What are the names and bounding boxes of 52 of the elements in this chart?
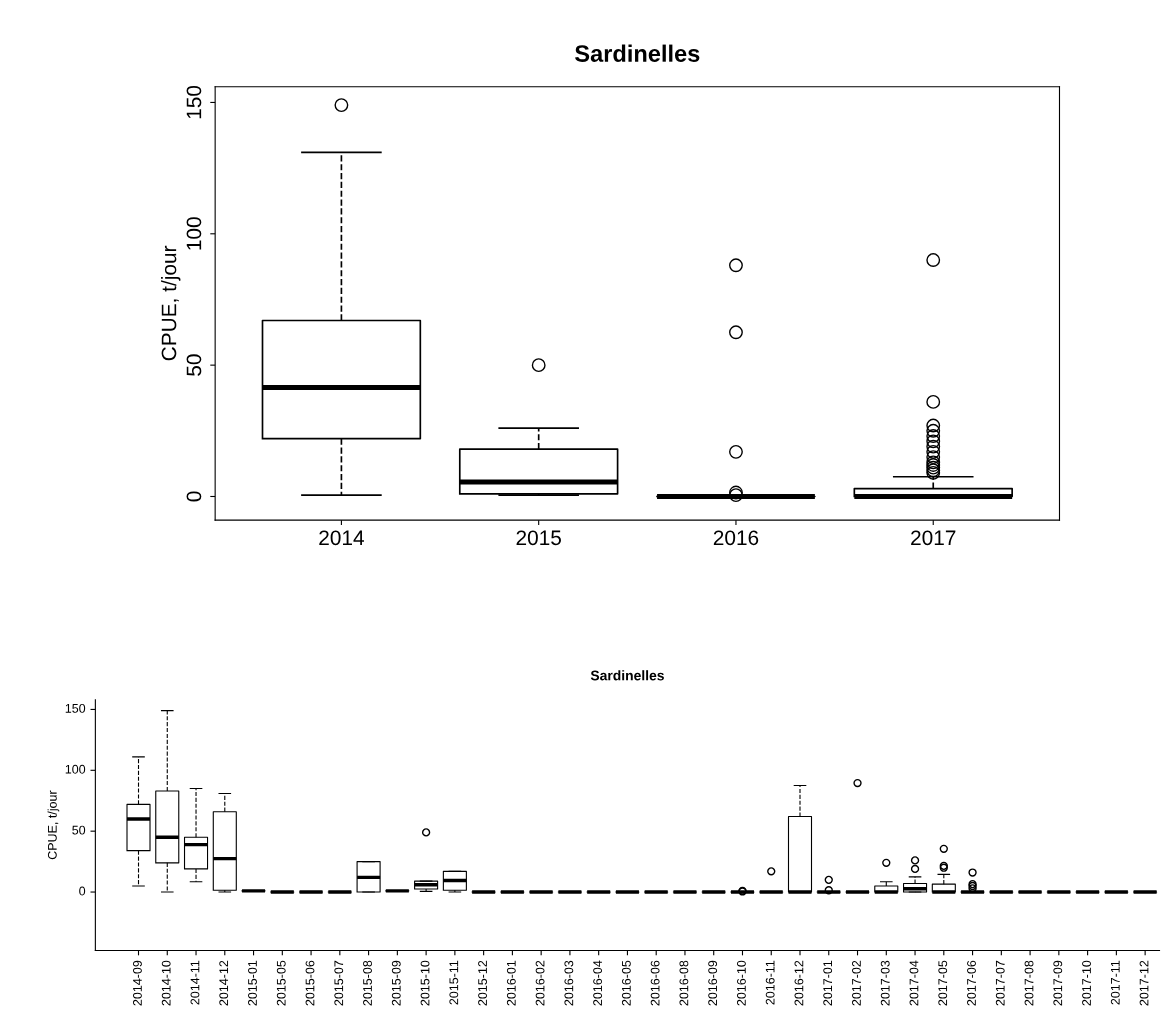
x-tick-label: 2015-11: [449, 960, 459, 1005]
x-tick-label: 2016-04: [593, 960, 603, 1006]
y-tick-label: 100: [186, 217, 202, 250]
x-tick-label: 2016-06: [650, 960, 660, 1006]
x-tick-label: 2015: [516, 530, 561, 546]
x-tick-label: 2017-11: [1110, 960, 1120, 1005]
chart-title: Sardinelles: [575, 44, 700, 62]
y-tick-label: 100: [65, 764, 86, 774]
y-axis-title: CPUE, t/jour: [161, 245, 181, 361]
x-tick-label: 2016-03: [564, 960, 574, 1006]
x-tick-label: 2017-03: [880, 960, 890, 1006]
x-tick-label: 2015-12: [478, 960, 487, 1006]
x-tick-label: 2017-02: [852, 960, 861, 1006]
x-tick-label: 2017-09: [1053, 960, 1063, 1006]
x-tick-label: 2017-07: [995, 960, 1005, 1006]
y-tick-label: 0: [186, 491, 202, 502]
x-tick-label: 2016-02: [535, 960, 545, 1006]
x-tick-label: 2015-01: [248, 960, 257, 1006]
x-tick-label: 2015-05: [276, 960, 286, 1006]
x-tick-label: 2015-07: [334, 960, 344, 1006]
x-tick-label: 2016: [713, 530, 759, 546]
x-tick-label: 2016-10: [736, 960, 746, 1006]
x-tick-label: 2014-11: [190, 960, 200, 1005]
x-tick-label: 2015-09: [391, 960, 401, 1006]
y-tick-label: 150: [65, 703, 86, 713]
x-tick-label: 2017-05: [938, 960, 948, 1006]
x-tick-label: 2017: [911, 530, 956, 546]
x-tick-label: 2016-05: [621, 960, 631, 1006]
x-tick-label: 2015-10: [420, 960, 430, 1006]
x-tick-label: 2016-08: [679, 960, 689, 1006]
x-tick-label: 2016-11: [765, 960, 775, 1005]
x-tick-label: 2017-12: [1139, 960, 1149, 1006]
x-tick-label: 2015-06: [305, 960, 315, 1006]
y-tick-label: 50: [186, 354, 202, 376]
x-tick-label: 2017-10: [1082, 960, 1091, 1006]
x-tick-label: 2014-10: [161, 960, 171, 1006]
x-tick-label: 2014-09: [133, 960, 142, 1006]
x-tick-label: 2017-08: [1024, 960, 1034, 1006]
y-axis-title: CPUE, t/jour: [47, 790, 60, 860]
x-tick-label: 2017-04: [909, 960, 919, 1006]
x-tick-label: 2015-08: [363, 960, 372, 1006]
x-tick-label: 2017-01: [823, 960, 833, 1006]
y-tick-label: 50: [72, 825, 86, 835]
y-tick-label: 150: [186, 85, 202, 119]
x-tick-label: 2016-09: [708, 960, 718, 1006]
x-tick-label: 2016-01: [506, 960, 516, 1006]
chart-title: Sardinelles: [590, 670, 664, 681]
x-tick-label: 2014-12: [219, 960, 229, 1006]
y-tick-label: 0: [79, 886, 86, 896]
x-tick-label: 2017-06: [967, 960, 976, 1006]
x-tick-label: 2016-12: [794, 960, 804, 1006]
x-tick-label: 2014: [319, 530, 364, 546]
